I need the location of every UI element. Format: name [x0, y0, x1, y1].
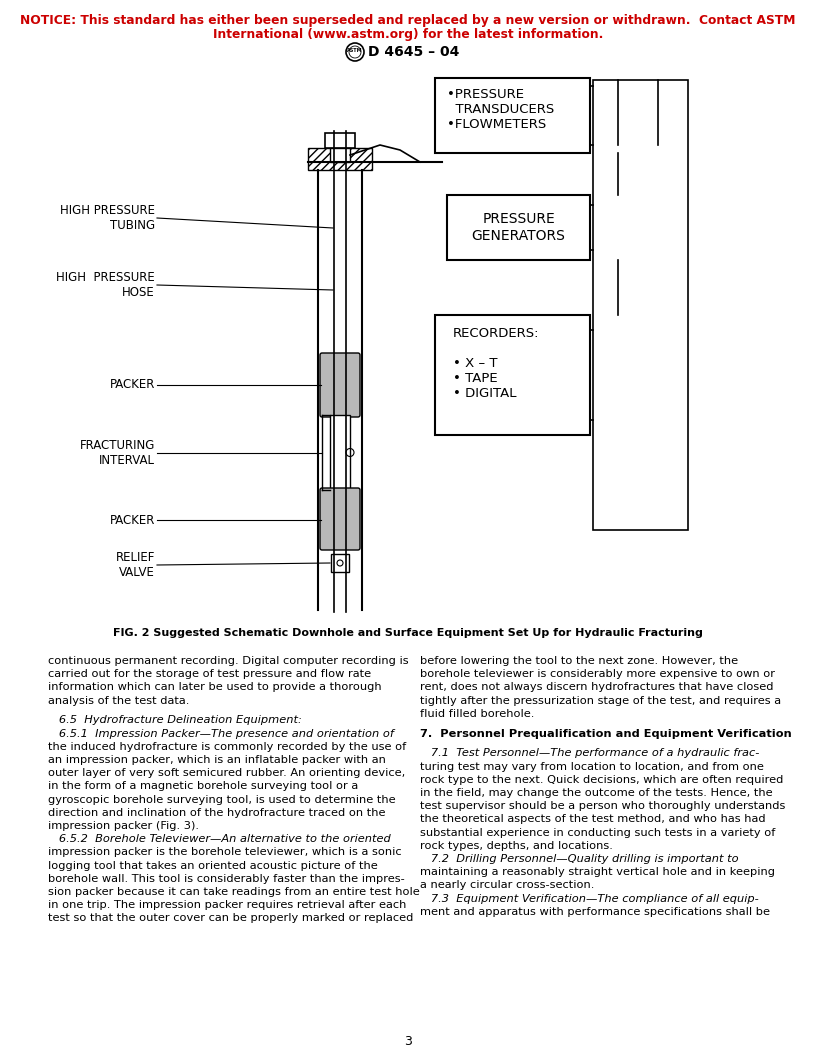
Text: PRESSURE
GENERATORS: PRESSURE GENERATORS	[472, 212, 565, 243]
Text: an impression packer, which is an inflatable packer with an: an impression packer, which is an inflat…	[48, 755, 386, 765]
Text: RELIEF
VALVE: RELIEF VALVE	[116, 551, 155, 579]
Text: rent, does not always discern hydrofractures that have closed: rent, does not always discern hydrofract…	[420, 682, 774, 693]
Text: rock type to the next. Quick decisions, which are often required: rock type to the next. Quick decisions, …	[420, 775, 783, 785]
Text: ment and apparatus with performance specifications shall be: ment and apparatus with performance spec…	[420, 907, 770, 917]
Text: substantial experience in conducting such tests in a variety of: substantial experience in conducting suc…	[420, 828, 775, 837]
FancyBboxPatch shape	[320, 488, 360, 550]
Text: 7.2  Drilling Personnel—Quality drilling is important to: 7.2 Drilling Personnel—Quality drilling …	[420, 854, 738, 864]
Text: turing test may vary from location to location, and from one: turing test may vary from location to lo…	[420, 761, 764, 772]
Text: tightly after the pressurization stage of the test, and requires a: tightly after the pressurization stage o…	[420, 696, 781, 705]
Text: before lowering the tool to the next zone. However, the: before lowering the tool to the next zon…	[420, 656, 738, 666]
Text: impression packer (Fig. 3).: impression packer (Fig. 3).	[48, 821, 199, 831]
Text: 6.5.2  Borehole Televiewer—An alternative to the oriented: 6.5.2 Borehole Televiewer—An alternative…	[48, 834, 391, 844]
Bar	[435, 78, 590, 153]
Text: FRACTURING
INTERVAL: FRACTURING INTERVAL	[80, 439, 155, 467]
Text: impression packer is the borehole televiewer, which is a sonic: impression packer is the borehole televi…	[48, 847, 401, 857]
Text: in one trip. The impression packer requires retrieval after each: in one trip. The impression packer requi…	[48, 900, 406, 910]
Text: NOTICE: This standard has either been superseded and replaced by a new version o: NOTICE: This standard has either been su…	[20, 14, 796, 27]
Bar	[330, 415, 350, 490]
Text: 3: 3	[404, 1035, 412, 1048]
Text: information which can later be used to provide a thorough: information which can later be used to p…	[48, 682, 382, 693]
Text: PACKER: PACKER	[109, 513, 155, 527]
Bar	[325, 133, 355, 148]
Text: HIGH  PRESSURE
HOSE: HIGH PRESSURE HOSE	[56, 271, 155, 299]
Text: analysis of the test data.: analysis of the test data.	[48, 696, 189, 705]
Bar	[447, 195, 590, 260]
Text: gyroscopic borehole surveying tool, is used to determine the: gyroscopic borehole surveying tool, is u…	[48, 794, 396, 805]
Text: 6.5  Hydrofracture Delineation Equipment:: 6.5 Hydrofracture Delineation Equipment:	[48, 715, 302, 725]
Text: carried out for the storage of test pressure and flow rate: carried out for the storage of test pres…	[48, 670, 371, 679]
Text: test supervisor should be a person who thoroughly understands: test supervisor should be a person who t…	[420, 802, 785, 811]
FancyBboxPatch shape	[320, 353, 360, 417]
Text: rock types, depths, and locations.: rock types, depths, and locations.	[420, 841, 613, 851]
Text: test so that the outer cover can be properly marked or replaced: test so that the outer cover can be prop…	[48, 913, 414, 923]
Text: HIGH PRESSURE
TUBING: HIGH PRESSURE TUBING	[60, 204, 155, 232]
Text: 7.  Personnel Prequalification and Equipment Verification: 7. Personnel Prequalification and Equipm…	[420, 729, 792, 738]
Text: continuous permanent recording. Digital computer recording is: continuous permanent recording. Digital …	[48, 656, 409, 666]
Text: D 4645 – 04: D 4645 – 04	[368, 45, 459, 59]
Text: the theoretical aspects of the test method, and who has had: the theoretical aspects of the test meth…	[420, 814, 765, 825]
Bar	[330, 148, 350, 162]
Text: borehole televiewer is considerably more expensive to own or: borehole televiewer is considerably more…	[420, 670, 775, 679]
Text: 7.1  Test Personnel—The performance of a hydraulic frac-: 7.1 Test Personnel—The performance of a …	[420, 749, 760, 758]
Text: in the field, may change the outcome of the tests. Hence, the: in the field, may change the outcome of …	[420, 788, 773, 798]
Text: direction and inclination of the hydrofracture traced on the: direction and inclination of the hydrofr…	[48, 808, 385, 817]
Bar	[593, 80, 688, 530]
Text: in the form of a magnetic borehole surveying tool or a: in the form of a magnetic borehole surve…	[48, 781, 358, 791]
Text: PACKER: PACKER	[109, 378, 155, 392]
Text: International (www.astm.org) for the latest information.: International (www.astm.org) for the lat…	[213, 29, 603, 41]
Text: logging tool that takes an oriented acoustic picture of the: logging tool that takes an oriented acou…	[48, 861, 378, 870]
Bar	[308, 148, 372, 170]
Text: borehole wall. This tool is considerably faster than the impres-: borehole wall. This tool is considerably…	[48, 873, 405, 884]
Text: outer layer of very soft semicured rubber. An orienting device,: outer layer of very soft semicured rubbe…	[48, 768, 406, 778]
Bar	[331, 554, 349, 572]
Text: maintaining a reasonably straight vertical hole and in keeping: maintaining a reasonably straight vertic…	[420, 867, 775, 878]
Text: 7.3  Equipment Verification—The compliance of all equip-: 7.3 Equipment Verification—The complianc…	[420, 893, 759, 904]
Text: a nearly circular cross-section.: a nearly circular cross-section.	[420, 881, 594, 890]
Text: the induced hydrofracture is commonly recorded by the use of: the induced hydrofracture is commonly re…	[48, 741, 406, 752]
Text: fluid filled borehole.: fluid filled borehole.	[420, 709, 534, 719]
Text: ASTM: ASTM	[347, 49, 363, 54]
Text: RECORDERS:

• X – T
• TAPE
• DIGITAL: RECORDERS: • X – T • TAPE • DIGITAL	[453, 327, 539, 400]
Text: sion packer because it can take readings from an entire test hole: sion packer because it can take readings…	[48, 887, 419, 897]
Text: FIG. 2 Suggested Schematic Downhole and Surface Equipment Set Up for Hydraulic F: FIG. 2 Suggested Schematic Downhole and …	[113, 628, 703, 638]
Text: 6.5.1  Impression Packer—The presence and orientation of: 6.5.1 Impression Packer—The presence and…	[48, 729, 394, 738]
Text: •PRESSURE
  TRANSDUCERS
•FLOWMETERS: •PRESSURE TRANSDUCERS •FLOWMETERS	[447, 88, 554, 131]
Bar	[435, 315, 590, 435]
